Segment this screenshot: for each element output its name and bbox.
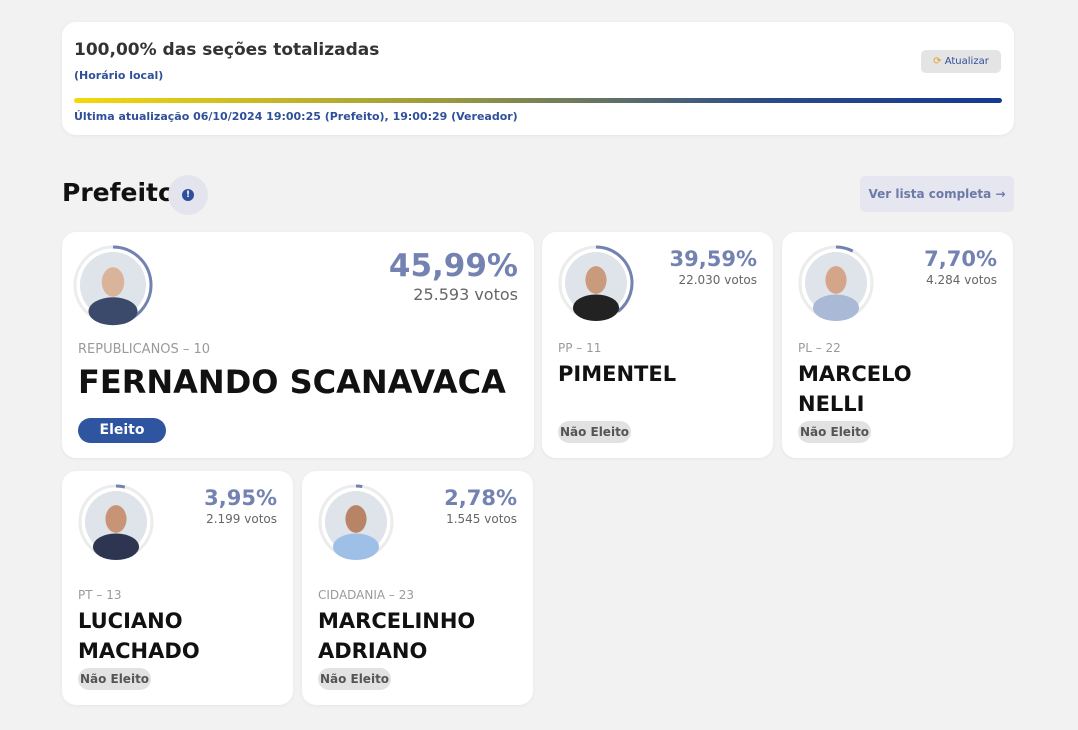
photo-face xyxy=(105,505,127,533)
avatar xyxy=(318,484,394,560)
section-title: Prefeito xyxy=(62,178,176,207)
ring-arc xyxy=(115,484,126,489)
votes: 2.199 votos xyxy=(206,512,277,526)
status-badge: Não Eleito xyxy=(318,668,391,690)
info-button[interactable]: ! xyxy=(168,175,208,215)
refresh-icon: ⟳ xyxy=(933,56,945,67)
photo-body xyxy=(332,533,380,560)
party: PL – 22 xyxy=(798,341,841,355)
name: MARCELINHO ADRIANO xyxy=(318,609,476,663)
photo-body xyxy=(88,297,138,326)
full-list-label: Ver lista completa xyxy=(868,187,992,201)
status-badge: Eleito xyxy=(78,418,166,443)
last-update: Última atualização 06/10/2024 19:00:25 (… xyxy=(74,110,518,123)
votes: 4.284 votos xyxy=(926,273,997,287)
photo-face xyxy=(101,267,125,297)
status-badge: Não Eleito xyxy=(78,668,151,690)
name: MARCELO NELLI xyxy=(798,362,912,416)
refresh-label: Atualizar xyxy=(944,56,989,67)
party: PT – 13 xyxy=(78,588,122,602)
full-list-button[interactable]: Ver lista completa → xyxy=(860,176,1014,212)
name: PIMENTEL xyxy=(558,362,677,386)
status-badge: Não Eleito xyxy=(558,421,631,443)
percent: 45,99% xyxy=(388,248,518,284)
avatar xyxy=(78,484,154,560)
ring-arc xyxy=(355,484,363,489)
name: FERNANDO SCANAVACA xyxy=(78,363,506,401)
photo-body xyxy=(812,294,860,321)
party: CIDADANIA – 23 xyxy=(318,588,415,602)
status-title: 100,00% das seções totalizadas xyxy=(74,40,380,60)
name: LUCIANO MACHADO xyxy=(78,609,200,663)
avatar xyxy=(558,245,634,321)
progress-bar xyxy=(74,98,1002,103)
info-icon: ! xyxy=(182,189,194,201)
photo-face xyxy=(825,266,847,294)
photo-face xyxy=(345,505,367,533)
candidate-card: 45,99% 25.593 votos REPUBLICANOS – 10 FERNA… xyxy=(62,232,534,458)
percent: 2,78% xyxy=(444,486,517,510)
votes: 22.030 votos xyxy=(678,273,757,287)
percent: 39,59% xyxy=(669,247,757,271)
photo-body xyxy=(92,533,140,560)
percent: 3,95% xyxy=(204,486,277,510)
ring-arc xyxy=(595,245,634,313)
percent: 7,70% xyxy=(924,247,997,271)
refresh-button[interactable]: ⟳ Atualizar xyxy=(921,50,1001,73)
photo-face xyxy=(585,266,607,294)
candidate-card: 39,59% 22.030 votos PP – 11 PIMENTEL Não Ele… xyxy=(542,232,773,458)
status-badge: Não Eleito xyxy=(798,421,871,443)
party: REPUBLICANOS – 10 xyxy=(78,342,211,357)
ring-arc xyxy=(835,245,854,253)
candidate-card: 2,78% 1.545 votos CIDADANIA – 23 MARCELINHO… xyxy=(302,471,533,705)
photo-body xyxy=(572,294,620,321)
votes: 1.545 votos xyxy=(446,512,517,526)
avatar xyxy=(798,245,874,321)
candidate-card: 7,70% 4.284 votos PL – 22 MARCELO NELLI Não … xyxy=(782,232,1013,458)
party: PP – 11 xyxy=(558,341,602,355)
status-subtitle: (Horário local) xyxy=(74,69,164,82)
votes: 25.593 votos xyxy=(413,285,518,304)
avatar xyxy=(73,245,153,326)
candidate-card: 3,95% 2.199 votos PT – 13 LUCIANO MACHADO Nã… xyxy=(62,471,293,705)
status-card: 100,00% das seções totalizadas (Horário … xyxy=(62,22,1014,135)
